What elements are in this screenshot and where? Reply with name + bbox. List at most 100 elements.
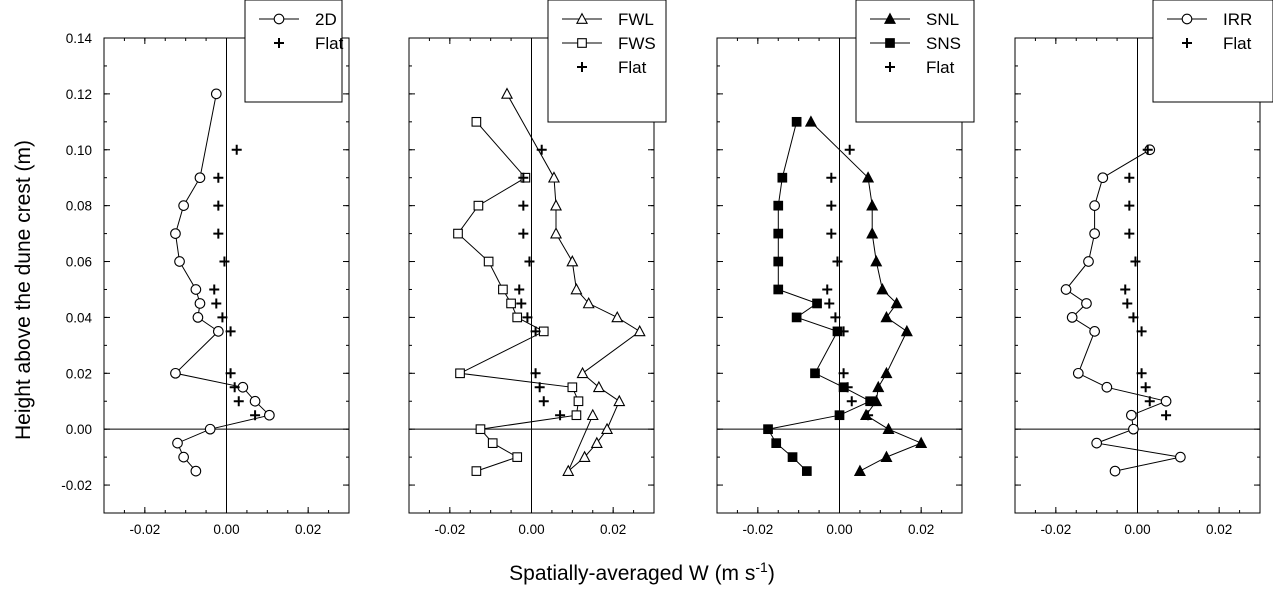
data-point xyxy=(822,284,833,295)
data-point xyxy=(1122,298,1133,309)
legend-marker xyxy=(885,62,895,72)
x-tick-label: 0.00 xyxy=(518,522,544,537)
data-point xyxy=(862,171,875,183)
data-point xyxy=(1128,312,1139,323)
data-point xyxy=(611,310,624,323)
legend-label: Flat xyxy=(1223,34,1252,53)
legend-label: FWL xyxy=(618,10,654,29)
legend-marker xyxy=(577,62,587,72)
data-point xyxy=(1120,284,1131,295)
data-point xyxy=(777,172,788,183)
data-point xyxy=(791,312,802,323)
data-point xyxy=(471,466,482,476)
y-tick-label: 0.04 xyxy=(66,310,93,325)
series-snl xyxy=(804,115,928,476)
data-point xyxy=(771,438,782,448)
data-point xyxy=(810,368,820,379)
data-point xyxy=(549,227,563,239)
legend-label: SNL xyxy=(926,10,959,29)
data-point xyxy=(538,326,549,337)
legend-label: Flat xyxy=(926,58,955,77)
data-point xyxy=(212,326,224,337)
data-point xyxy=(170,367,181,379)
data-point xyxy=(842,382,853,393)
data-point xyxy=(838,368,849,379)
legend-marker xyxy=(885,38,895,48)
data-point xyxy=(194,298,206,309)
data-point xyxy=(518,200,529,211)
data-point xyxy=(1175,451,1186,463)
data-point xyxy=(1091,437,1103,449)
data-point xyxy=(1089,326,1100,337)
data-point xyxy=(1089,200,1100,211)
data-point xyxy=(1130,256,1141,267)
data-point xyxy=(471,116,482,127)
legend-marker xyxy=(575,12,589,24)
data-point xyxy=(866,227,879,239)
legend-marker xyxy=(577,38,587,48)
data-point xyxy=(518,172,529,183)
data-point xyxy=(204,423,216,435)
data-point xyxy=(170,228,181,239)
data-point xyxy=(601,422,614,435)
x-tick-label: -0.02 xyxy=(1040,522,1071,537)
x-tick-label: 0.00 xyxy=(826,522,852,537)
data-point xyxy=(576,366,589,379)
y-tick-label: 0.06 xyxy=(66,255,92,270)
data-point xyxy=(826,228,837,239)
legend-box xyxy=(547,0,667,123)
data-point xyxy=(880,310,893,323)
data-point xyxy=(518,228,529,239)
data-point xyxy=(834,410,845,421)
data-point xyxy=(213,200,224,211)
series-fws xyxy=(453,116,584,476)
series-2d xyxy=(170,88,275,477)
chart-panel-3: -0.02 0.00 0.02 SNL SNS Flat xyxy=(716,0,975,537)
data-point xyxy=(231,144,242,155)
data-point xyxy=(567,382,578,393)
legend-marker xyxy=(1181,13,1193,25)
y-tick-label: 0.00 xyxy=(66,422,92,437)
series-fwl xyxy=(500,87,646,476)
data-point xyxy=(506,298,516,309)
legend: IRR Flat xyxy=(1152,0,1273,103)
data-point xyxy=(592,380,605,393)
data-point xyxy=(1109,465,1121,477)
data-point xyxy=(582,296,595,309)
data-point xyxy=(211,298,222,309)
legend-label: 2D xyxy=(315,10,337,29)
data-point xyxy=(1124,228,1135,239)
y-tick-label: 0.02 xyxy=(66,366,92,381)
data-point xyxy=(192,312,204,323)
y-tick-label: 0.10 xyxy=(66,143,92,158)
x-tick-label: 0.00 xyxy=(213,522,239,537)
data-point xyxy=(573,396,584,407)
data-point xyxy=(555,410,566,421)
data-point xyxy=(590,436,603,448)
data-point xyxy=(512,452,523,462)
data-point xyxy=(1144,396,1155,407)
data-point xyxy=(826,200,837,211)
data-point xyxy=(225,368,236,379)
data-point xyxy=(250,410,261,421)
x-axis-label-sup: -1 xyxy=(755,559,768,575)
data-point xyxy=(824,298,835,309)
data-point xyxy=(547,171,560,183)
data-point xyxy=(178,200,189,211)
data-point xyxy=(536,144,547,155)
data-point xyxy=(1124,200,1135,211)
data-point xyxy=(1072,367,1084,379)
y-tick-label: 0.12 xyxy=(66,87,92,102)
data-point xyxy=(210,88,222,100)
data-point xyxy=(549,199,563,211)
x-axis-label: Spatially-averaged W (m s-1) xyxy=(509,559,775,585)
data-point xyxy=(453,228,463,239)
series-irr xyxy=(1060,144,1186,477)
data-point xyxy=(483,256,494,267)
data-point xyxy=(830,312,841,323)
data-point xyxy=(194,172,206,184)
series-flat xyxy=(822,144,874,421)
data-point xyxy=(633,324,646,337)
